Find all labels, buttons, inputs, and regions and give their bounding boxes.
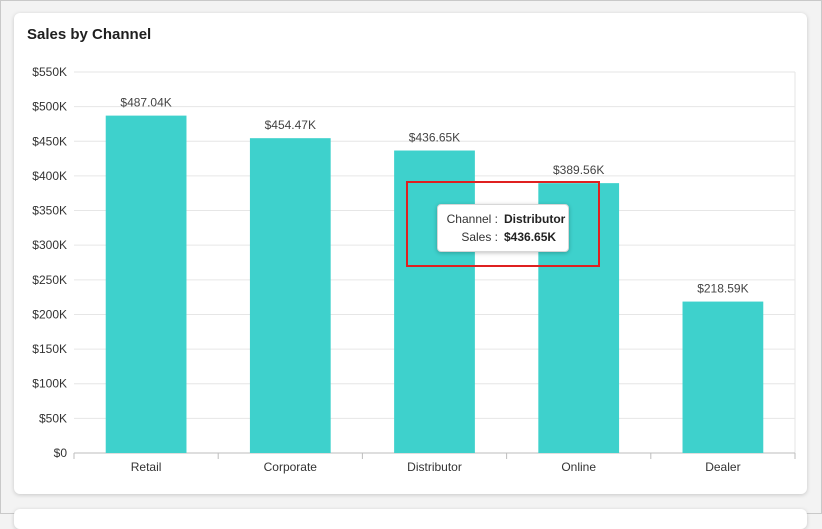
axes: $0 $50K $100K $150K $200K $250K $300K $350K $400… bbox=[32, 65, 796, 474]
tooltip-channel-row: Channel : Distributor bbox=[438, 212, 568, 228]
bar-retail[interactable] bbox=[105, 115, 187, 453]
y-tick-label: $300K bbox=[32, 238, 67, 252]
data-label-retail: $487.04K bbox=[120, 96, 171, 110]
x-tick-label: Distributor bbox=[407, 460, 462, 474]
y-tick-label: $450K bbox=[32, 134, 67, 148]
y-tick-label: $200K bbox=[32, 307, 67, 321]
bar-corporate[interactable] bbox=[249, 138, 331, 453]
tooltip-sales-label: Sales : bbox=[461, 230, 498, 244]
data-labels: $487.04K $454.47K $436.65K $389.56K $218.59K bbox=[120, 96, 748, 296]
y-tick-label: $350K bbox=[32, 204, 67, 218]
x-tick-label: Dealer bbox=[705, 460, 740, 474]
bars bbox=[105, 115, 764, 453]
y-tick-label: $400K bbox=[32, 169, 67, 183]
tooltip-highlight-box bbox=[406, 181, 600, 267]
y-tick-label: $100K bbox=[32, 377, 67, 391]
y-tick-label: $50K bbox=[39, 411, 67, 425]
y-tick-label: $0 bbox=[54, 446, 68, 460]
y-tick-label: $550K bbox=[32, 65, 67, 79]
tooltip-channel-label: Channel : bbox=[446, 212, 498, 226]
chart-title: Sales by Channel bbox=[27, 26, 152, 43]
chart-tooltip: Channel : Distributor Sales : $436.65K bbox=[437, 204, 569, 252]
x-tick-label: Retail bbox=[131, 460, 162, 474]
tooltip-channel-value: Distributor bbox=[504, 212, 566, 226]
data-label-corporate: $454.47K bbox=[265, 118, 316, 132]
bar-dealer[interactable] bbox=[682, 301, 764, 453]
tooltip-sales-row: Sales : $436.65K bbox=[438, 230, 568, 246]
y-tick-label: $500K bbox=[32, 100, 67, 114]
x-tick-label: Corporate bbox=[264, 460, 318, 474]
x-tick-label: Online bbox=[561, 460, 596, 474]
y-tick-label: $150K bbox=[32, 342, 67, 356]
tooltip-sales-value: $436.65K bbox=[504, 230, 557, 244]
data-label-dealer: $218.59K bbox=[697, 282, 748, 296]
data-label-online: $389.56K bbox=[553, 163, 604, 177]
data-label-distributor: $436.65K bbox=[409, 131, 460, 145]
y-tick-label: $250K bbox=[32, 273, 67, 287]
